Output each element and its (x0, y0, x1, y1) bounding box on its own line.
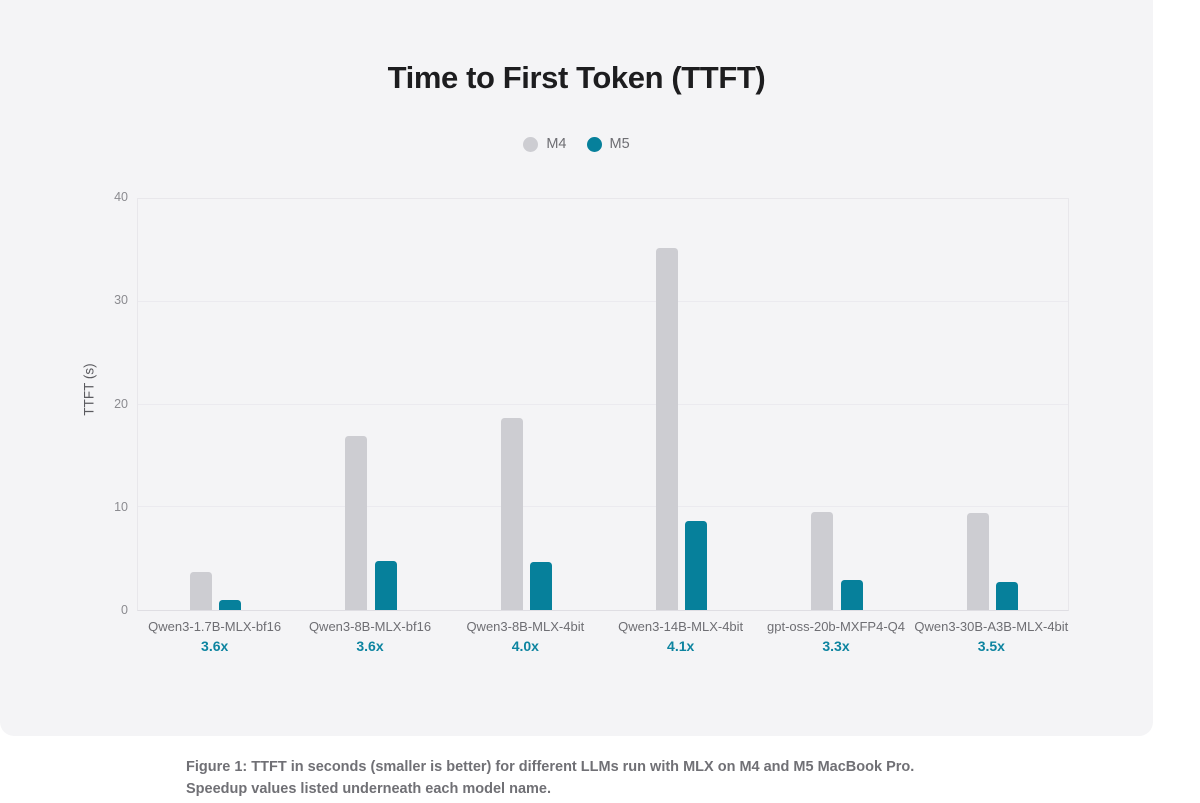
legend-label-m4: M4 (546, 136, 567, 152)
y-tick-label-40: 40 (114, 190, 128, 204)
y-tick-label-0: 0 (121, 603, 128, 617)
speedup-label-4: 3.3x (822, 638, 850, 654)
bar-m4-2 (500, 417, 523, 610)
bar-m4-4 (811, 511, 834, 610)
gridline-30 (138, 300, 1068, 302)
bar-m5-5 (996, 582, 1019, 610)
bar-m5-2 (530, 562, 553, 610)
m5-legend-dot-icon (586, 136, 602, 152)
x-category-label-0: Qwen3-1.7B-MLX-bf16 (148, 619, 282, 634)
y-tick-label-30: 30 (114, 293, 128, 308)
bar-m5-1 (374, 561, 397, 610)
chart-title: Time to First Token (TTFT) (387, 60, 766, 95)
bar-m4-5 (966, 512, 989, 610)
chart-legend: M4 M5 (0, 136, 1153, 152)
speedup-label-3: 4.1x (667, 638, 695, 654)
x-category-label-3: Qwen3-14B-MLX-4bit (618, 619, 744, 634)
speedup-label-1: 3.6x (356, 638, 384, 654)
x-category-label-2: Qwen3-8B-MLX-4bit (466, 619, 585, 634)
speedup-label-5: 3.5x (977, 638, 1005, 654)
x-category-label-5: Qwen3-30B-A3B-MLX-4bit (914, 619, 1069, 634)
bar-m5-0 (219, 599, 242, 610)
gridline-10 (138, 506, 1068, 508)
legend-label-m5: M5 (609, 136, 630, 152)
speedup-label-2: 4.0x (511, 638, 539, 654)
gridline-20 (138, 403, 1068, 405)
y-axis-title: TTFT (s) (81, 363, 97, 416)
legend-item-m5: M5 (586, 136, 630, 152)
x-category-label-1: Qwen3-8B-MLX-bf16 (308, 619, 432, 634)
legend-item-m4: M4 (523, 136, 567, 152)
y-tick-label-20: 20 (114, 396, 128, 411)
chart-card: Time to First Token (TTFT) M4 M5 TTFT (s… (0, 0, 1153, 736)
x-category-label-4: gpt-oss-20b-MXFP4-Q4 (767, 619, 905, 634)
figure-caption: Figure 1: TTFT in seconds (smaller is be… (186, 759, 915, 797)
y-tick-label-10: 10 (114, 499, 128, 514)
bar-m4-0 (189, 571, 212, 610)
bar-m4-3 (655, 247, 678, 610)
plot-area (137, 198, 1069, 611)
bar-m5-4 (840, 580, 863, 610)
bar-m4-1 (345, 435, 368, 610)
m4-legend-dot-icon (523, 136, 539, 152)
bar-m5-3 (685, 521, 708, 610)
speedup-label-0: 3.6x (201, 638, 229, 654)
